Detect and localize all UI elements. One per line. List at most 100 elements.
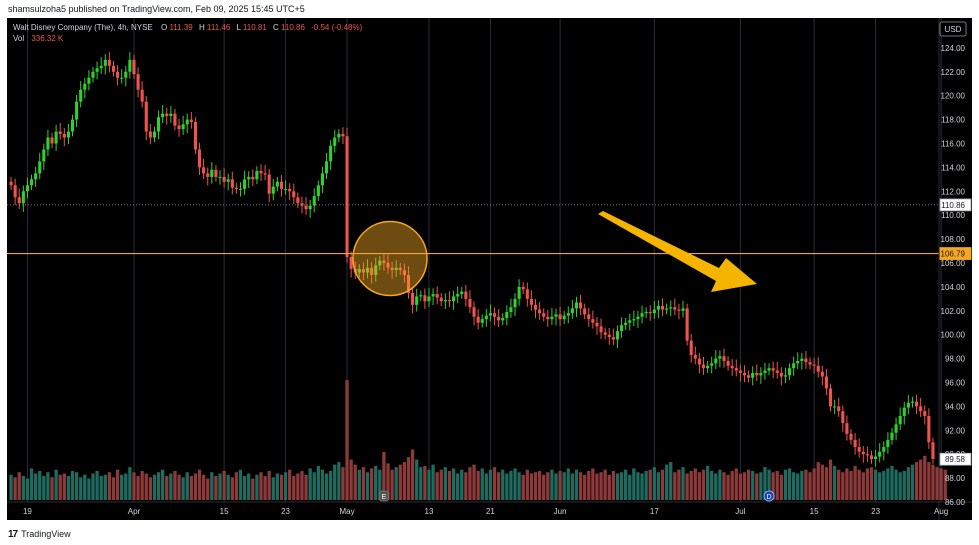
candle-198 (820, 366, 824, 386)
candle-21 (95, 61, 99, 80)
y-tick-label-20: 86.00 (945, 498, 966, 507)
volume-bar-54 (230, 477, 234, 500)
candle-body-204 (845, 423, 849, 434)
candle-body-185 (767, 368, 771, 371)
candle-body-177 (734, 368, 738, 371)
volume-bar-144 (599, 472, 603, 500)
candle-212 (878, 443, 882, 463)
volume-bar-118 (492, 467, 497, 500)
candle-body-107 (447, 300, 452, 302)
candle-body-9 (46, 137, 50, 150)
candle-body-193 (800, 358, 804, 361)
candle-124 (517, 279, 521, 306)
candle-181 (751, 366, 755, 386)
currency-label: USD (945, 25, 962, 34)
volume-bar-182 (755, 473, 759, 500)
candle-body-89 (374, 265, 378, 275)
candle-body-219 (906, 402, 910, 408)
candle-body-196 (812, 364, 816, 366)
volume-bar-121 (505, 473, 509, 500)
candle-body-112 (468, 298, 472, 308)
candle-body-173 (718, 356, 722, 359)
volume-bar-180 (746, 469, 751, 500)
candle-body-145 (603, 332, 607, 335)
volume-bar-107 (447, 470, 452, 500)
trend-arrow-icon (598, 211, 757, 292)
candle-145 (603, 327, 607, 340)
candle-body-133 (554, 314, 558, 317)
candle-25 (111, 61, 116, 77)
candle-body-88 (370, 267, 374, 275)
volume-bar-172 (714, 473, 718, 500)
candle-body-35 (152, 131, 157, 138)
candle-92 (386, 254, 390, 274)
last-price-tag-label: 110.86 (941, 201, 965, 210)
candle-53 (226, 173, 230, 191)
volume-bar-131 (546, 472, 550, 500)
candle-body-66 (279, 181, 284, 189)
volume-bar-17 (79, 477, 83, 500)
volume-bar-141 (587, 470, 591, 500)
candle-body-63 (267, 174, 271, 194)
candle-187 (775, 361, 779, 379)
volume-label: Vol (13, 34, 24, 43)
volume-bar-73 (308, 468, 312, 500)
candle-body-153 (636, 316, 640, 320)
volume-bar-52 (222, 470, 226, 500)
volume-bar-167 (693, 468, 697, 500)
candle-105 (439, 292, 443, 307)
x-tick-label-0: 19 (23, 507, 32, 516)
candle-body-92 (386, 262, 390, 268)
candle-body-2 (17, 197, 21, 204)
volume-bar-179 (742, 472, 747, 500)
x-tick-label-12: Aug (934, 507, 948, 516)
candle-body-6 (34, 173, 38, 180)
candle-171 (710, 356, 714, 374)
candle-body-225 (931, 442, 935, 459)
candle-body-22 (99, 65, 103, 69)
volume-bar-9 (46, 472, 50, 500)
candles (9, 52, 935, 467)
candle-144 (599, 318, 603, 339)
candle-body-116 (484, 315, 488, 320)
close-label: C (273, 23, 279, 32)
candle-4 (25, 177, 29, 198)
volume-bars (9, 380, 947, 500)
candle-body-201 (833, 406, 837, 408)
candle-body-58 (247, 176, 251, 180)
y-tick-label-11: 104.00 (941, 283, 966, 292)
volume-bar-12 (58, 474, 62, 500)
volume-bar-136 (566, 468, 570, 500)
candle-body-33 (144, 101, 148, 132)
candle-207 (857, 438, 861, 458)
volume-bar-59 (251, 478, 255, 500)
publish-info: shamsulzoha5 published on TradingView.co… (8, 4, 305, 18)
candle-126 (525, 282, 529, 307)
volume-bar-88 (369, 468, 374, 500)
candle-61 (259, 164, 263, 182)
volume-bar-219 (906, 467, 911, 500)
last-price-tag-box (939, 198, 972, 212)
candle-34 (148, 123, 152, 145)
candle-body-121 (505, 311, 509, 318)
candle-body-71 (300, 203, 304, 206)
candle-146 (607, 327, 611, 345)
candle-35 (152, 126, 157, 143)
candle-38 (165, 107, 169, 125)
volume-bar-81 (341, 467, 345, 500)
volume-bar-14 (66, 476, 71, 500)
volume-bar-41 (177, 474, 181, 500)
candle-175 (726, 356, 730, 371)
candle-body-55 (234, 187, 238, 189)
candle-body-216 (894, 424, 898, 433)
candle-164 (681, 300, 685, 318)
candle-148 (615, 325, 620, 349)
volume-bar-46 (197, 469, 202, 500)
volume-bar-2 (17, 472, 21, 500)
x-tick-label-10: 15 (810, 507, 819, 516)
candle-11 (54, 124, 58, 152)
candle-209 (865, 446, 869, 463)
volume-bar-78 (329, 470, 333, 500)
